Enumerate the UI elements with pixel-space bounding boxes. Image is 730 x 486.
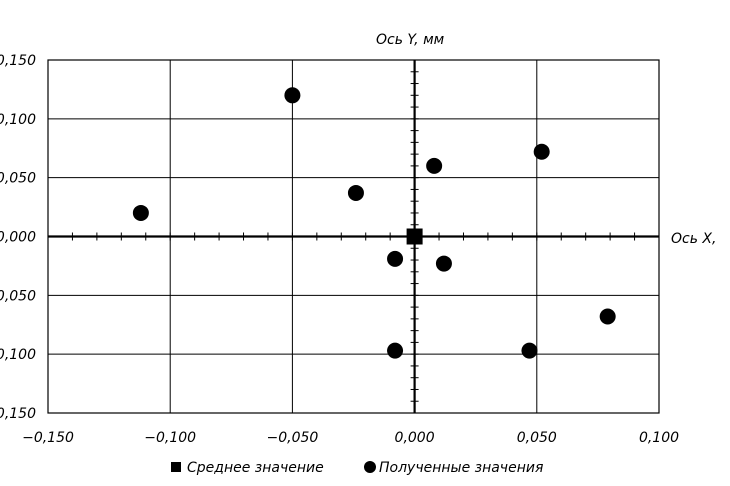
x-tick-label: 0,100 <box>639 430 679 446</box>
legend-label-mean: Среднее значение <box>187 460 324 476</box>
mean-value-marker <box>406 228 423 245</box>
measured-value-point <box>132 204 149 221</box>
axes <box>47 59 660 414</box>
y-tick-label: 0,150 <box>0 406 36 422</box>
measured-value-point <box>347 184 364 201</box>
x-tick-label: −0,050 <box>266 430 318 446</box>
legend-square-marker <box>171 462 181 472</box>
legend: Среднее значение Полученные значения <box>171 460 543 476</box>
y-tick-label: 0,050 <box>0 288 36 304</box>
x-tick-label: −0,150 <box>22 430 74 446</box>
legend-circle-marker <box>364 461 376 473</box>
x-tick-label: −0,100 <box>144 430 196 446</box>
measured-value-point <box>284 87 301 104</box>
y-tick-label: 0,050 <box>0 171 36 187</box>
measured-value-point <box>387 250 404 267</box>
measured-value-point <box>387 342 404 359</box>
y-tick-label: 0,150 <box>0 53 36 69</box>
data-points <box>132 87 616 359</box>
x-axis-title: Ось X, <box>671 231 716 247</box>
y-tick-label: 0,000 <box>0 230 36 246</box>
tick-labels: −0,150 −0,100 −0,050 0,000 0,050 0,100 0,150 0,… <box>0 53 679 446</box>
legend-label-measured: Полученные значения <box>379 460 543 476</box>
measured-value-point <box>435 255 452 272</box>
measured-value-point <box>521 342 538 359</box>
x-tick-label: 0,050 <box>517 430 557 446</box>
measured-value-point <box>599 308 616 325</box>
y-tick-label: 0,100 <box>0 347 36 363</box>
measured-value-point <box>533 143 550 160</box>
x-tick-label: 0,000 <box>395 430 435 446</box>
y-tick-label: 0,100 <box>0 112 36 128</box>
measured-value-point <box>426 157 443 174</box>
y-axis-title: Ось Y, мм <box>376 32 445 48</box>
